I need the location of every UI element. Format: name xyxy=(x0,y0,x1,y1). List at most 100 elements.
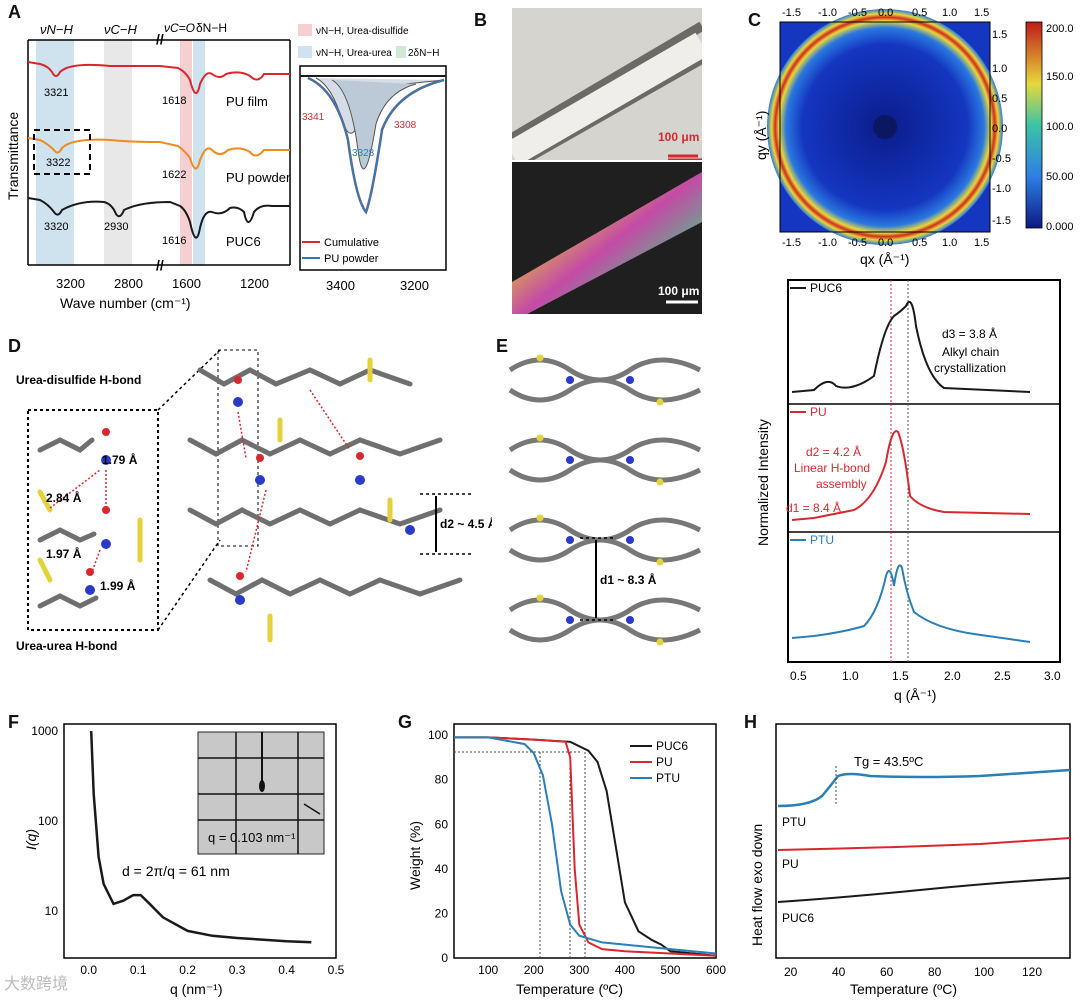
svg-text:80: 80 xyxy=(928,965,942,979)
colorbar-tick: 200.0 xyxy=(1046,23,1074,35)
legend-swatch xyxy=(298,46,312,58)
optical-micrograph-top: 100 μm xyxy=(512,8,702,160)
waxs-1d-stack: PUC6 d3 = 3.8 Å Alkyl chain crystallizat… xyxy=(755,279,1061,703)
colorbar-tick: 150.0 xyxy=(1046,71,1074,83)
svg-text:-0.5: -0.5 xyxy=(848,237,867,249)
component-peak xyxy=(331,79,417,170)
y-axis-label: qy (Å⁻¹) xyxy=(753,111,769,160)
x-axis-label: q (Å⁻¹) xyxy=(894,687,936,703)
legend-band-label: 2δN−H xyxy=(408,48,439,59)
label-urea-urea: Urea-urea H-bond xyxy=(16,639,117,653)
waxs-2d-pattern: 200.0 150.0 100.0 50.00 0.000 -1.5 -1.0 … xyxy=(753,7,1074,267)
x-tick: 200 xyxy=(524,963,544,977)
label-nu-nh: νN−H xyxy=(40,22,73,37)
legend-entry: PU powder xyxy=(324,253,379,265)
peak-label: 1618 xyxy=(162,95,186,107)
scale-bar-label: 100 μm xyxy=(658,130,700,144)
top-ticks: -1.5 -1.0 -0.5 0.0 0.5 1.0 1.5 xyxy=(782,7,989,19)
label-urea-disulfide: Urea-disulfide H-bond xyxy=(16,373,141,387)
x-tick: 2800 xyxy=(114,276,143,291)
x-tick: 0.1 xyxy=(130,963,147,977)
legend-entry: Cumulative xyxy=(324,237,379,249)
y-axis-label: Transmittance xyxy=(5,112,21,200)
y-axis-label: Weight (%) xyxy=(407,821,423,890)
peak-label: 1616 xyxy=(162,235,186,247)
x-axis-label: Temperature (ºC) xyxy=(850,981,957,997)
colorbar-tick: 0.000 xyxy=(1046,221,1074,233)
peak-label: 1622 xyxy=(162,169,186,181)
peak-label: 3320 xyxy=(44,221,68,233)
y-tick: 20 xyxy=(435,906,449,920)
series-name: PUC6 xyxy=(782,911,814,925)
ftir-curve-puc6 xyxy=(27,197,290,239)
legend-swatch xyxy=(396,46,406,58)
band-delta-nh xyxy=(193,40,205,265)
x-tick: 600 xyxy=(706,963,726,977)
legend-entry: PUC6 xyxy=(656,739,688,753)
x-tick: 3200 xyxy=(400,278,429,293)
tg-annotation: Tg = 43.5ºC xyxy=(854,754,923,769)
annotation: d3 = 3.8 Å xyxy=(942,326,997,341)
ptu-profile xyxy=(791,564,1031,643)
x-ticks: 0.5 1.0 1.5 2.0 2.5 3.0 xyxy=(790,669,1061,683)
svg-text:2.0: 2.0 xyxy=(944,669,961,683)
ftir-curve-pu-film xyxy=(27,61,290,94)
y-tick: 10 xyxy=(45,904,59,918)
distance-label: 1.79 Å xyxy=(102,452,138,467)
tga-curve-ptu xyxy=(454,736,717,955)
distance-label: 1.99 Å xyxy=(100,578,136,593)
annotation: Alkyl chain xyxy=(942,345,999,359)
peak-label: 2930 xyxy=(104,221,128,233)
x-tick: 3200 xyxy=(56,276,85,291)
dsc-chart: Tg = 43.5ºC PTU PU PUC6 20 40 60 80 100 … xyxy=(749,723,1071,997)
annotation: d = 2π/q = 61 nm xyxy=(122,863,230,879)
svg-text:1.0: 1.0 xyxy=(992,63,1007,75)
ftir-chart: // // νN−H νC−H νC=O δN−H 3321 1618 3322… xyxy=(5,21,291,311)
hbond-structure-e: d1 ~ 8.3 Å xyxy=(508,354,702,646)
bottom-ticks: -1.5 -1.0 -0.5 0.0 0.5 1.0 1.5 xyxy=(782,237,989,249)
x-axis-label: qx (Å⁻¹) xyxy=(860,251,909,267)
x-axis-label: Wave number (cm⁻¹) xyxy=(60,295,191,311)
series-name: PUC6 xyxy=(226,234,261,249)
label-nu-co: νC=O xyxy=(164,21,195,35)
x-tick: 100 xyxy=(478,963,498,977)
x-axis-label: q (nm⁻¹) xyxy=(170,981,223,997)
y-tick: 40 xyxy=(435,862,449,876)
inset-label: q = 0.103 nm⁻¹ xyxy=(208,830,296,845)
distance-label: d2 ~ 4.5 Å xyxy=(440,516,492,531)
legend-entry: PTU xyxy=(656,771,680,785)
panel-letter-f: F xyxy=(8,712,19,732)
y-tick: 100 xyxy=(428,728,448,742)
puc6-profile xyxy=(791,301,1031,393)
svg-text:0.0: 0.0 xyxy=(992,123,1007,135)
annotation: d1 = 8.4 Å xyxy=(786,500,841,515)
peak-label: 3308 xyxy=(394,120,417,131)
peak-label: 3321 xyxy=(44,87,68,99)
svg-text:20: 20 xyxy=(784,965,798,979)
annotation: assembly xyxy=(816,477,867,491)
deconvolution-chart: νN−H, Urea-disulfide νN−H, Urea-urea 2δN… xyxy=(298,24,447,293)
panel-letter-b: B xyxy=(474,10,487,30)
y-tick: 0 xyxy=(441,951,448,965)
pu-dsc-curve xyxy=(777,837,1071,851)
legend-band-label: νN−H, Urea-disulfide xyxy=(316,26,409,37)
hbond-structure-d: Urea-disulfide H-bond Urea-urea H-bond 1… xyxy=(16,349,492,653)
svg-text:0.5: 0.5 xyxy=(790,669,807,683)
svg-text:-1.0: -1.0 xyxy=(992,183,1011,195)
label-nu-ch: νC−H xyxy=(104,22,137,37)
tga-chart: PUC6 PU PTU 0 20 40 60 80 100 100 200 300 400 500 60… xyxy=(407,723,726,997)
annotation: crystallization xyxy=(934,361,1006,375)
legend-swatch xyxy=(298,24,312,36)
svg-text:1.0: 1.0 xyxy=(842,669,859,683)
puc6-dsc-curve xyxy=(777,877,1071,903)
y-tick: 100 xyxy=(38,814,58,828)
svg-text:3.0: 3.0 xyxy=(1044,669,1061,683)
polarized-micrograph-bottom: 100 μm xyxy=(512,162,702,314)
x-tick: 1600 xyxy=(172,276,201,291)
svg-text:-0.5: -0.5 xyxy=(992,153,1011,165)
svg-text:40: 40 xyxy=(832,965,846,979)
peak-label: 3341 xyxy=(302,112,325,123)
series-name: PU xyxy=(810,405,827,419)
axis-break: // xyxy=(156,31,164,47)
panel-letter-d: D xyxy=(8,336,21,356)
